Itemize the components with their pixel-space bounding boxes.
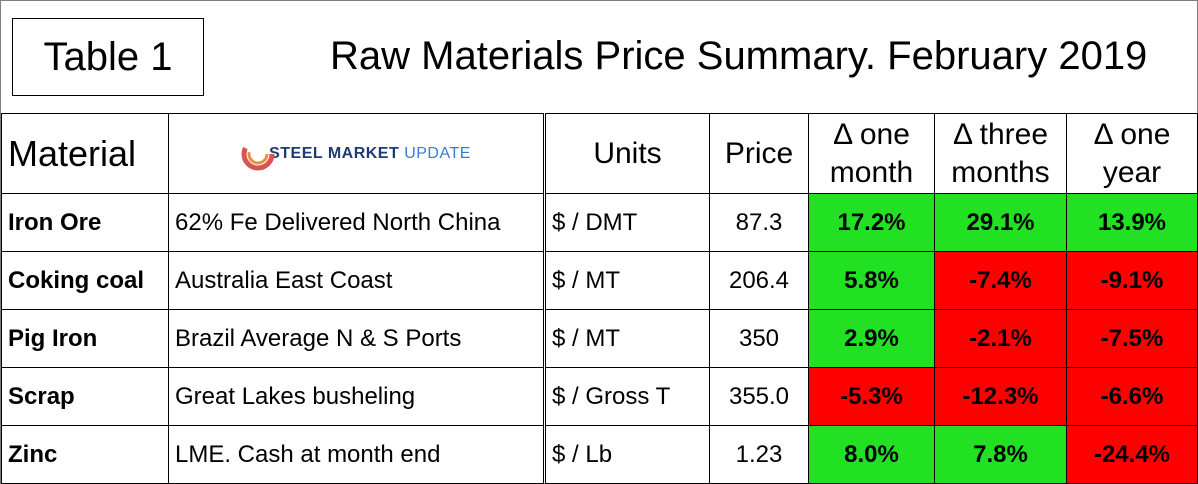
table-row: Coking coal Australia East Coast $ / MT 206… — [1, 251, 1198, 310]
units-cell: $ / Lb — [543, 425, 710, 484]
header-three-months-line1: Δ three — [952, 117, 1049, 151]
change-three-months-cell: -12.3% — [934, 367, 1067, 426]
change-one-month-cell: 17.2% — [808, 193, 935, 252]
change-one-month-cell: -5.3% — [808, 367, 935, 426]
description-cell: Great Lakes busheling — [168, 367, 545, 426]
header-row: Material STEEL MARKET UPDATE Units Price… — [1, 113, 1198, 194]
header-price: Price — [709, 113, 809, 194]
material-cell: Scrap — [1, 367, 169, 426]
change-one-year-cell: -9.1% — [1066, 251, 1198, 310]
material-cell: Zinc — [1, 425, 169, 484]
price-cell: 206.4 — [709, 251, 809, 310]
units-cell: $ / MT — [543, 251, 710, 310]
table-row: Zinc LME. Cash at month end $ / Lb 1.23 8.0%… — [1, 425, 1198, 484]
logo-text-market: MARKET — [327, 144, 400, 162]
header-material: Material — [1, 113, 169, 194]
price-cell: 87.3 — [709, 193, 809, 252]
logo-swoosh-icon — [241, 137, 275, 170]
header-one-month-line1: Δ one — [833, 117, 910, 151]
change-one-month-cell: 2.9% — [808, 309, 935, 368]
price-cell: 350 — [709, 309, 809, 368]
header-three-months: Δ three months — [934, 113, 1067, 194]
header-units: Units — [543, 113, 710, 194]
units-cell: $ / Gross T — [543, 367, 710, 426]
change-three-months-cell: 29.1% — [934, 193, 1067, 252]
change-one-month-cell: 5.8% — [808, 251, 935, 310]
header-one-year-line1: Δ one — [1093, 117, 1171, 151]
description-cell: 62% Fe Delivered North China — [168, 193, 545, 252]
header-one-year-line2: year — [1102, 155, 1162, 189]
price-summary-table: Material STEEL MARKET UPDATE Units Price… — [1, 113, 1198, 484]
material-cell: Pig Iron — [1, 309, 169, 368]
description-cell: LME. Cash at month end — [168, 425, 545, 484]
change-one-year-cell: -24.4% — [1066, 425, 1198, 484]
header-one-month: Δ one month — [808, 113, 935, 194]
material-cell: Coking coal — [1, 251, 169, 310]
header-one-month-line2: month — [829, 155, 914, 189]
header-one-year: Δ one year — [1066, 113, 1198, 194]
change-three-months-cell: -7.4% — [934, 251, 1067, 310]
price-cell: 1.23 — [709, 425, 809, 484]
table-row: Pig Iron Brazil Average N & S Ports $ / MT… — [1, 309, 1198, 368]
header-three-months-line2: months — [951, 155, 1050, 189]
logo-text-steel: STEEL — [269, 144, 323, 162]
units-cell: $ / DMT — [543, 193, 710, 252]
price-cell: 355.0 — [709, 367, 809, 426]
change-one-year-cell: -6.6% — [1066, 367, 1198, 426]
table-label: Table 1 — [12, 18, 204, 96]
change-three-months-cell: 7.8% — [934, 425, 1067, 484]
logo-cell: STEEL MARKET UPDATE — [168, 113, 545, 194]
change-one-year-cell: -7.5% — [1066, 309, 1198, 368]
change-one-month-cell: 8.0% — [808, 425, 935, 484]
description-cell: Australia East Coast — [168, 251, 545, 310]
steel-market-update-logo: STEEL MARKET UPDATE — [175, 135, 537, 173]
change-three-months-cell: -2.1% — [934, 309, 1067, 368]
units-cell: $ / MT — [543, 309, 710, 368]
change-one-year-cell: 13.9% — [1066, 193, 1198, 252]
table-row: Scrap Great Lakes busheling $ / Gross T 355… — [1, 367, 1198, 426]
page-title: Raw Materials Price Summary. February 20… — [330, 34, 1148, 78]
table-row: Iron Ore 62% Fe Delivered North China $ / … — [1, 193, 1198, 252]
logo-text-update: UPDATE — [404, 144, 471, 162]
material-cell: Iron Ore — [1, 193, 169, 252]
description-cell: Brazil Average N & S Ports — [168, 309, 545, 368]
